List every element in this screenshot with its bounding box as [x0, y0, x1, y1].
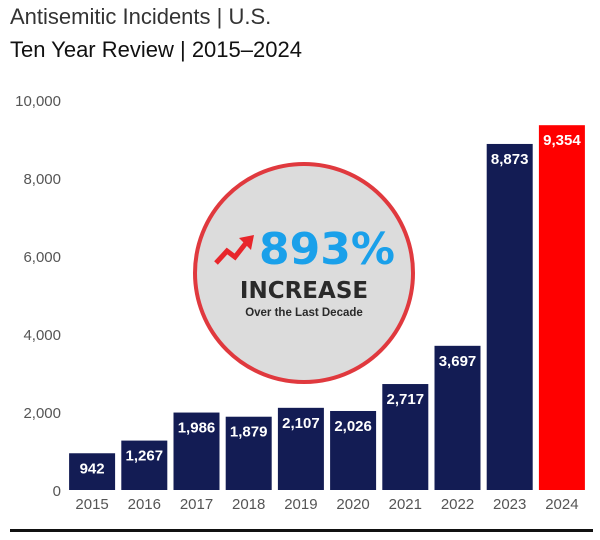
bar-value-label: 2,717 — [387, 391, 425, 408]
x-tick-label: 2016 — [128, 496, 161, 513]
x-tick-label: 2017 — [180, 496, 213, 513]
x-tick-label: 2022 — [441, 496, 474, 513]
bar — [69, 453, 116, 490]
y-tick-label: 4,000 — [23, 327, 61, 344]
x-tick-label: 2020 — [336, 496, 369, 513]
bar — [173, 412, 220, 490]
bottom-rule — [10, 529, 593, 532]
y-tick-label: 6,000 — [23, 249, 61, 266]
y-tick-label: 2,000 — [23, 405, 61, 422]
y-tick-label: 0 — [53, 483, 61, 500]
chart-title: Antisemitic Incidents | U.S. — [10, 4, 272, 29]
y-tick-label: 8,000 — [23, 171, 61, 188]
bar — [434, 345, 481, 490]
bar — [538, 125, 585, 490]
x-tick-label: 2024 — [545, 496, 578, 513]
x-tick-label: 2019 — [284, 496, 317, 513]
bar-value-label: 1,986 — [178, 420, 216, 437]
chart-subtitle: Ten Year Review | 2015–2024 — [10, 37, 302, 62]
bar — [330, 410, 377, 490]
bar — [486, 143, 533, 490]
bar-value-label: 2,026 — [334, 418, 372, 435]
bar-value-label: 942 — [80, 460, 105, 477]
bar-value-label: 3,697 — [439, 353, 477, 370]
x-tick-label: 2021 — [389, 496, 422, 513]
bar-value-label: 1,267 — [126, 448, 164, 465]
x-tick-label: 2018 — [232, 496, 265, 513]
bar — [277, 407, 324, 490]
x-tick-label: 2023 — [493, 496, 526, 513]
badge-word: INCREASE — [239, 278, 369, 304]
y-tick-label: 10,000 — [15, 93, 61, 110]
badge-percent-row: 893% — [197, 222, 411, 278]
bar — [382, 384, 429, 490]
bar — [225, 416, 272, 490]
bar-value-label: 2,107 — [282, 415, 320, 432]
bar — [121, 440, 168, 490]
badge-percent: 893% — [259, 224, 395, 275]
bar-value-label: 9,354 — [543, 132, 581, 149]
bar-value-label: 8,873 — [491, 151, 529, 168]
increase-badge: 893% INCREASE Over the Last Decade — [193, 162, 415, 384]
bar-value-label: 1,879 — [230, 424, 268, 441]
trend-up-arrow-icon — [214, 235, 255, 265]
badge-caption: Over the Last Decade — [245, 307, 363, 319]
x-tick-label: 2015 — [75, 496, 108, 513]
